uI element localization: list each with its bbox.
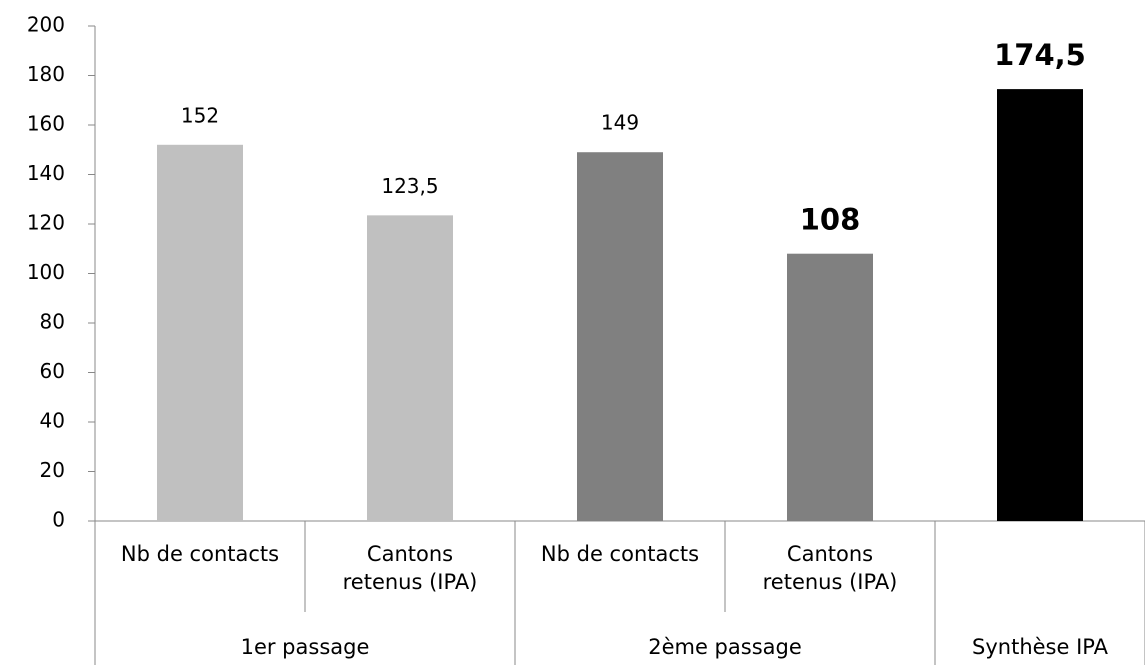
x-tick-label: Cantons retenus (IPA) <box>762 542 898 594</box>
x-tick-label: Nb de contacts <box>540 542 700 566</box>
bar <box>367 215 453 521</box>
y-tick-label: 0 <box>52 508 65 532</box>
data-label: 108 <box>800 203 861 237</box>
y-tick-label: 200 <box>27 13 65 37</box>
data-label: 123,5 <box>381 174 438 198</box>
y-tick-label: 60 <box>40 359 65 383</box>
y-tick-label: 40 <box>40 409 65 433</box>
y-tick-label: 120 <box>27 211 65 235</box>
x-tick-label: Nb de contacts <box>120 542 280 566</box>
y-tick-label: 140 <box>27 161 65 185</box>
bar <box>787 253 873 521</box>
data-label: 174,5 <box>994 38 1086 72</box>
y-tick-label: 160 <box>27 112 65 136</box>
bar <box>577 152 663 521</box>
y-tick-label: 80 <box>40 310 65 334</box>
y-tick-label: 100 <box>27 260 65 284</box>
data-label: 149 <box>601 111 639 135</box>
bar <box>157 144 243 522</box>
group-label: Synthèse IPA <box>972 635 1108 659</box>
data-label: 152 <box>181 103 219 127</box>
y-tick-label: 180 <box>27 62 65 86</box>
bar <box>997 89 1083 522</box>
y-tick-label: 20 <box>40 458 65 482</box>
group-label: 1er passage <box>240 635 370 659</box>
x-tick-label: Cantons retenus (IPA) <box>342 542 478 594</box>
group-label: 2ème passage <box>648 635 802 659</box>
